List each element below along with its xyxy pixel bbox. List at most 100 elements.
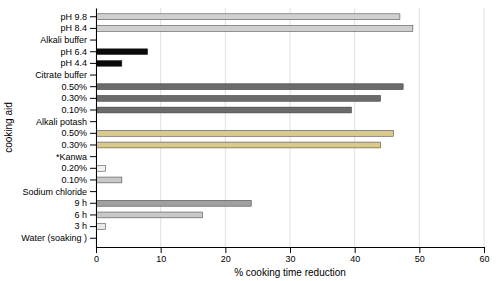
- tick-mark: [90, 28, 96, 29]
- bar: [96, 177, 122, 183]
- tick-label: Alkali potash: [36, 117, 87, 127]
- tick-mark: [90, 226, 96, 227]
- tick-mark: [90, 98, 96, 99]
- tick-mark: [419, 247, 420, 253]
- y-tick: Citrate buffer: [35, 70, 96, 80]
- tick-label: 60: [479, 254, 489, 264]
- tick-label: 0.50%: [61, 82, 87, 92]
- y-tick: 0.30%: [61, 93, 96, 103]
- y-tick: pH 8.4: [60, 23, 96, 33]
- bar: [96, 130, 393, 136]
- tick-label: 0.30%: [61, 140, 87, 150]
- grid-line: [354, 8, 355, 247]
- grid-line: [96, 8, 97, 247]
- tick-label: 50: [415, 254, 425, 264]
- tick-label: 9 h: [74, 198, 87, 208]
- grid: [96, 8, 484, 247]
- tick-mark: [90, 40, 96, 41]
- tick-mark: [90, 238, 96, 239]
- tick-mark: [90, 191, 96, 192]
- tick-mark: [96, 247, 97, 253]
- tick-label: 0.30%: [61, 93, 87, 103]
- y-tick: 6 h: [74, 210, 96, 220]
- tick-label: Water (soaking ): [21, 233, 87, 243]
- y-tick: 0.10%: [61, 105, 96, 115]
- y-tick: 0.30%: [61, 140, 96, 150]
- bar: [96, 142, 381, 148]
- tick-label: pH 9.8: [60, 12, 87, 22]
- y-axis: pH 9.8pH 8.4Alkali bufferpH 6.4pH 4.4Cit…: [21, 9, 96, 248]
- x-tick: 10: [156, 247, 166, 264]
- y-tick: pH 9.8: [60, 12, 96, 22]
- tick-mark: [90, 156, 96, 157]
- tick-mark: [90, 75, 96, 76]
- y-tick: pH 6.4: [60, 47, 96, 57]
- bar: [96, 165, 106, 171]
- y-tick: 0.50%: [61, 82, 96, 92]
- tick-label: 0.50%: [61, 128, 87, 138]
- grid-line: [419, 8, 420, 247]
- tick-label: 40: [350, 254, 360, 264]
- tick-mark: [90, 168, 96, 169]
- grid-line: [160, 8, 161, 247]
- x-tick: 0: [94, 247, 99, 264]
- bars: [96, 14, 413, 230]
- grid-line: [225, 8, 226, 247]
- tick-label: Citrate buffer: [35, 70, 87, 80]
- bar: [96, 212, 203, 218]
- y-tick: Alkali buffer: [40, 35, 96, 45]
- tick-mark: [90, 203, 96, 204]
- tick-mark: [484, 247, 485, 253]
- y-axis-title: cooking aid: [3, 102, 14, 153]
- axis-line: [96, 9, 97, 248]
- bar: [96, 25, 413, 31]
- y-tick: Alkali potash: [36, 117, 96, 127]
- bar: [96, 107, 351, 113]
- tick-label: 10: [156, 254, 166, 264]
- y-tick: Sodium chloride: [22, 187, 96, 197]
- tick-label: 0.10%: [61, 105, 87, 115]
- tick-mark: [225, 247, 226, 253]
- chart-container: 0 10 20 30 40 50 60 pH 9.8pH 8.4 Alkali buffer pH…: [0, 0, 500, 281]
- bar: [96, 14, 400, 20]
- y-tick: 9 h: [74, 198, 96, 208]
- bar: [96, 224, 106, 230]
- y-tick: Water (soaking ): [21, 233, 96, 243]
- x-tick: 60: [479, 247, 489, 264]
- tick-mark: [90, 179, 96, 180]
- bar: [96, 95, 381, 101]
- tick-label: 20: [221, 254, 231, 264]
- y-tick: 0.20%: [61, 163, 96, 173]
- tick-label: 0.20%: [61, 163, 87, 173]
- tick-label: *Kanwa: [56, 152, 87, 162]
- tick-label: pH 6.4: [60, 47, 87, 57]
- bar: [96, 200, 251, 206]
- tick-mark: [290, 247, 291, 253]
- tick-label: 0: [94, 254, 99, 264]
- tick-mark: [90, 214, 96, 215]
- tick-mark: [90, 63, 96, 64]
- bar: [96, 84, 403, 90]
- y-tick: 0.50%: [61, 128, 96, 138]
- tick-mark: [355, 247, 356, 253]
- bar: [96, 60, 122, 66]
- tick-label: 30: [285, 254, 295, 264]
- grid-line: [290, 8, 291, 247]
- tick-mark: [90, 86, 96, 87]
- x-tick: 20: [221, 247, 231, 264]
- tick-label: 0.10%: [61, 175, 87, 185]
- tick-mark: [90, 144, 96, 145]
- y-tick: 0.10%: [61, 175, 96, 185]
- y-tick: *Kanwa: [56, 152, 96, 162]
- x-tick: 40: [350, 247, 360, 264]
- tick-mark: [90, 133, 96, 134]
- tick-mark: [90, 51, 96, 52]
- tick-mark: [90, 16, 96, 17]
- tick-label: Sodium chloride: [22, 187, 87, 197]
- x-axis-title: % cooking time reduction: [234, 267, 346, 278]
- grid-line: [484, 8, 485, 247]
- x-tick: 30: [285, 247, 295, 264]
- chart: 0 10 20 30 40 50 60 pH 9.8pH 8.4 Alkali buffer pH…: [0, 0, 500, 281]
- tick-mark: [90, 110, 96, 111]
- tick-label: Alkali buffer: [40, 35, 87, 45]
